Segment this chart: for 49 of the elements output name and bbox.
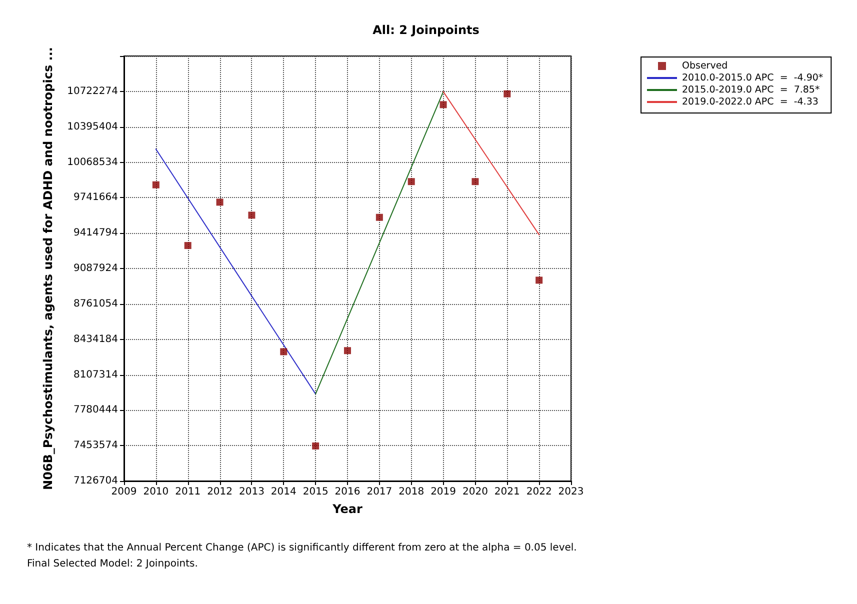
x-tick-label: 2020 xyxy=(462,486,488,498)
point xyxy=(152,181,160,188)
y-tick-label: 8107314 xyxy=(73,369,118,380)
y-tick-label: 10068534 xyxy=(67,156,118,168)
y-tick-label: 7453574 xyxy=(73,440,118,452)
x-tick-label: 2010 xyxy=(143,486,169,498)
y-tick-label: 7126704 xyxy=(73,476,118,486)
x-tick-label: 2009 xyxy=(111,486,137,498)
point xyxy=(216,198,224,206)
legend-label: Observed xyxy=(682,60,728,72)
x-tick-label: 2021 xyxy=(494,486,520,498)
x-axis-title: Year xyxy=(332,502,362,516)
x-tick-label: 2015 xyxy=(302,486,328,498)
y-tick-label: 7780444 xyxy=(73,404,118,416)
x-tick-label: 2013 xyxy=(238,486,264,498)
x-tick-label: 2011 xyxy=(175,486,201,498)
y-tick-label: 8761054 xyxy=(73,298,118,310)
point xyxy=(472,178,479,186)
x-tick-label: 2017 xyxy=(366,486,392,498)
point xyxy=(344,347,351,354)
x-tick-label: 2016 xyxy=(334,486,360,498)
y-tick-label: 9087924 xyxy=(73,263,118,274)
y-tick-label: 10395404 xyxy=(67,121,118,132)
y-tick-label: 10722274 xyxy=(67,86,118,97)
legend-label: 2015.0-2019.0 APC = 7.85* xyxy=(682,84,820,96)
point xyxy=(536,276,543,284)
point xyxy=(280,348,288,356)
y-tick-label: 9414794 xyxy=(73,228,118,239)
point xyxy=(376,214,383,221)
point xyxy=(184,242,192,250)
x-tick-label: 2018 xyxy=(398,486,424,498)
x-tick-label: 2019 xyxy=(430,486,456,498)
text: * Indicates that the Annual Percent Change (APC) is significantly different from zero at the alpha = 0.05 level. xyxy=(27,542,577,554)
point xyxy=(248,212,256,219)
legend-label: 2010.0-2015.0 APC = -4.90* xyxy=(682,72,824,84)
x-tick-label: 2022 xyxy=(526,486,552,498)
point xyxy=(440,101,447,108)
point xyxy=(312,442,320,450)
y-axis-title: N06B_Psychostimulants, agents used for ADHD and nootropics ... xyxy=(41,47,55,490)
x-tick-label: 2014 xyxy=(270,486,296,498)
point xyxy=(504,90,511,98)
legend-label: 2019.0-2022.0 APC = -4.33 xyxy=(682,96,818,108)
x-tick-label: 2023 xyxy=(558,486,584,498)
chart-title: All: 2 Joinpoints xyxy=(372,23,480,37)
y-tick-label: 9741664 xyxy=(73,192,118,204)
text: Final Selected Model: 2 Joinpoints. xyxy=(27,558,198,570)
x-tick-label: 2012 xyxy=(207,486,233,498)
y-tick-label: 8434184 xyxy=(73,334,118,345)
point xyxy=(408,178,415,186)
